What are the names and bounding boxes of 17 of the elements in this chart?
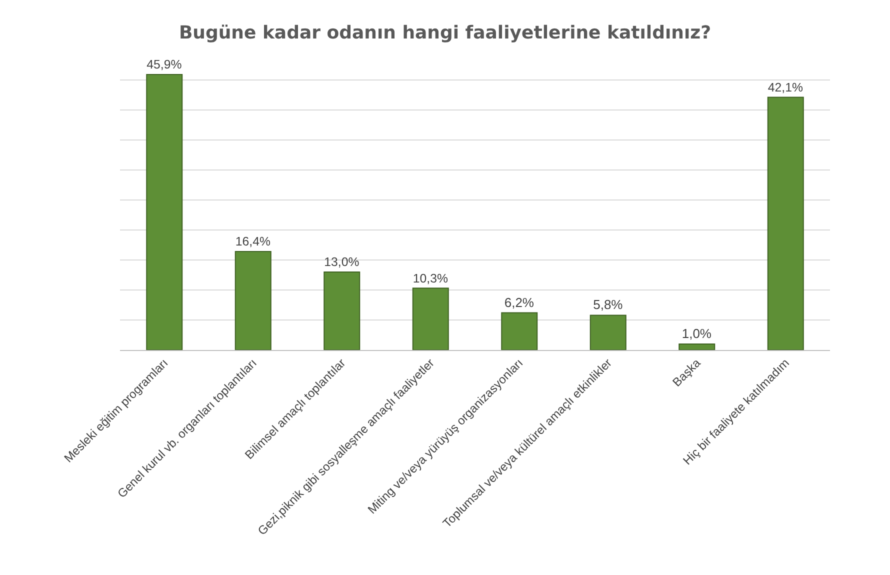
data-label: 6,2% [504, 294, 534, 310]
bar [324, 271, 360, 350]
data-label: 1,0% [682, 326, 712, 341]
bar [146, 74, 183, 350]
bar [501, 312, 538, 350]
data-label: 13,0% [324, 255, 360, 270]
bar [767, 96, 804, 350]
data-label: 10,3% [412, 271, 448, 286]
data-label: 16,4% [235, 234, 270, 249]
data-label: 45,9% [146, 58, 182, 72]
bar [234, 251, 272, 350]
data-label: 5,8% [593, 297, 624, 312]
bar [678, 344, 716, 350]
data-label: 42,1% [768, 80, 803, 94]
bar [590, 314, 626, 350]
bar [412, 288, 449, 350]
chart-title: Bugüne kadar odanın hangi faaliyetlerine katıldınız? [178, 22, 712, 44]
